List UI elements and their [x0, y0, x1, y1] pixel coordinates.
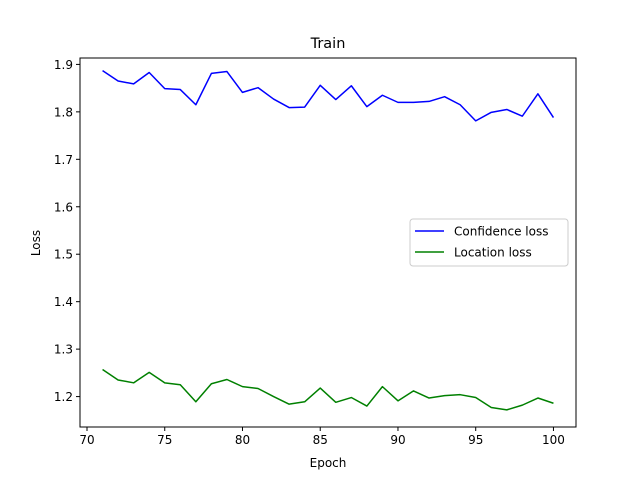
x-axis-label: Epoch: [310, 456, 347, 470]
y-tick-label: 1.8: [54, 105, 73, 119]
legend-label: Location loss: [454, 246, 532, 260]
y-axis-ticks: 1.2 1.3 1.4 1.5 1.6 1.7 1.8 1.9: [54, 58, 80, 404]
x-tick-label: 80: [235, 433, 250, 447]
y-tick-label: 1.5: [54, 248, 73, 262]
x-tick-label: 75: [157, 433, 172, 447]
legend-label: Confidence loss: [454, 225, 548, 239]
y-tick-label: 1.3: [54, 343, 73, 357]
legend: Confidence loss Location loss: [409, 218, 569, 267]
y-axis-label: Loss: [29, 230, 43, 256]
x-tick-label: 70: [79, 433, 94, 447]
plot-layer: [102, 69, 555, 411]
legend-box: [409, 218, 569, 267]
x-tick-label: 90: [390, 433, 405, 447]
x-axis-ticks: 70 75 80 85 90 95 100: [79, 427, 565, 447]
y-tick-label: 1.6: [54, 200, 73, 214]
y-tick-label: 1.2: [54, 390, 73, 404]
series-line-location-loss: [102, 368, 554, 411]
y-tick-label: 1.9: [54, 58, 73, 72]
y-tick-label: 1.7: [54, 153, 73, 167]
y-tick-label: 1.4: [54, 295, 73, 309]
x-tick-label: 100: [542, 433, 565, 447]
chart-title: Train: [310, 36, 346, 52]
x-tick-label: 95: [468, 433, 483, 447]
series-line-confidence-loss: [102, 69, 555, 122]
x-tick-label: 85: [313, 433, 328, 447]
plot-area-frame: [79, 57, 577, 428]
